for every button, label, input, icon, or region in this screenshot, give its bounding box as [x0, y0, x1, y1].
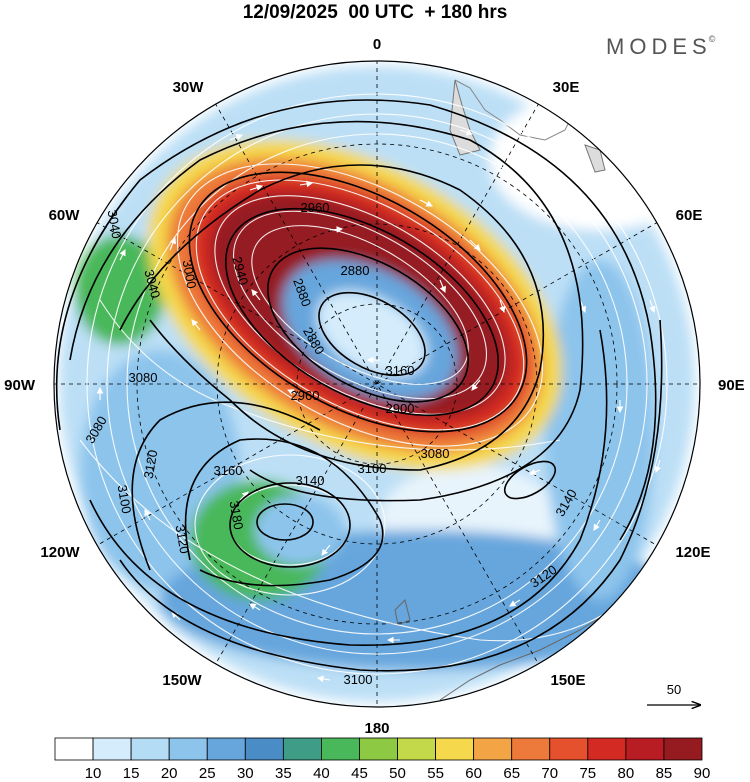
colorbar-tick-label: 60 — [465, 765, 482, 782]
colorbar-labels: 10 15 20 25 30 35 40 45 50 55 60 65 70 75 80 85 90 — [85, 765, 711, 782]
colorbar-box — [587, 737, 627, 761]
colorbar-tick-label: 70 — [541, 765, 558, 782]
contour-label: 2880 — [341, 263, 370, 278]
contour-label: 3180 — [227, 500, 247, 531]
lon-label-30w: 30W — [173, 79, 205, 96]
contour-label: 2940 — [229, 255, 251, 287]
lon-label-60w: 60W — [49, 207, 81, 224]
colorbar: 10 15 20 25 30 35 40 45 50 55 60 65 70 75 80 85 90 — [54, 737, 711, 782]
colorbar-tick-label: 15 — [123, 765, 140, 782]
contour-label: 3160 — [214, 463, 243, 478]
colorbar-tick-label: 50 — [389, 765, 406, 782]
colorbar-box — [282, 737, 322, 761]
colorbar-tick-label: 40 — [313, 765, 330, 782]
colorbar-tick-label: 75 — [579, 765, 596, 782]
contour-label: 2960 — [291, 388, 320, 403]
colorbar-tick-label: 90 — [694, 765, 711, 782]
lon-label-150w: 150W — [162, 672, 202, 689]
colorbar-box — [54, 737, 94, 761]
contour-label: 3080 — [421, 446, 450, 461]
colorbar-box — [511, 737, 551, 761]
colorbar-tick-label: 10 — [85, 765, 102, 782]
map-title: 12/09/2025 00 UTC + 180 hrs — [242, 2, 508, 23]
lon-label-60e: 60E — [676, 207, 703, 224]
colorbar-box — [359, 737, 398, 761]
colorbar-tick-label: 35 — [275, 765, 292, 782]
contour-label: 3140 — [296, 473, 325, 488]
lon-label-180: 180 — [364, 720, 389, 737]
wind-reference-vector: 50 — [647, 682, 700, 705]
contour-label: 3040 — [141, 268, 163, 300]
contour-label: 3080 — [129, 370, 158, 385]
copyright-mark: © — [708, 34, 716, 44]
colorbar-box — [168, 737, 208, 761]
lon-label-120w: 120W — [40, 544, 80, 561]
brand-logo: MODES© — [606, 34, 715, 60]
contour-label: 2900 — [386, 401, 415, 416]
contour-label: 3100 — [344, 672, 373, 687]
lon-label-120e: 120E — [675, 544, 710, 561]
colorbar-box — [92, 737, 132, 761]
lon-label-90e: 90E — [718, 377, 745, 394]
contour-label: 3000 — [180, 259, 200, 290]
colorbar-tick-label: 30 — [237, 765, 254, 782]
lon-label-0: 0 — [373, 36, 381, 53]
map-border — [53, 60, 701, 708]
contour-label: 2960 — [301, 200, 330, 215]
longitude-labels: 0 30E 60E 90E 120E 150E 180 150W 120W 90… — [4, 36, 745, 737]
colorbar-box — [244, 737, 284, 761]
brand-text: MODES — [606, 34, 712, 59]
lon-label-150e: 150E — [550, 672, 585, 689]
wind-reference-label: 50 — [667, 682, 681, 697]
stream-arrows — [59, 129, 661, 683]
colorbar-box — [663, 737, 703, 761]
colorbar-tick-label: 85 — [656, 765, 673, 782]
colorbar-box — [130, 737, 170, 761]
lon-label-30e: 30E — [553, 79, 580, 96]
colorbar-box — [473, 737, 513, 761]
colorbar-box — [206, 737, 246, 761]
colorbar-tick-label: 45 — [351, 765, 368, 782]
colorbar-tick-label: 80 — [618, 765, 635, 782]
contour-label: 3040 — [105, 209, 125, 240]
colorbar-box — [435, 737, 475, 761]
colorbar-box — [549, 737, 589, 761]
colorbar-box — [625, 737, 665, 761]
colorbar-tick-label: 65 — [503, 765, 520, 782]
colorbar-tick-label: 25 — [199, 765, 216, 782]
contour-label: 3120 — [173, 524, 193, 555]
contour-label: 3100 — [115, 484, 135, 515]
colorbar-box — [321, 737, 360, 761]
colorbar-tick-label: 20 — [161, 765, 178, 782]
lon-label-90w: 90W — [4, 377, 36, 394]
height-contours — [55, 99, 663, 672]
contour-label: 3160 — [386, 363, 415, 378]
colorbar-boxes — [54, 737, 703, 761]
colorbar-box — [397, 737, 436, 761]
contour-label: 3120 — [141, 449, 161, 480]
colorbar-tick-label: 55 — [427, 765, 444, 782]
contour-label: 3100 — [358, 461, 387, 476]
